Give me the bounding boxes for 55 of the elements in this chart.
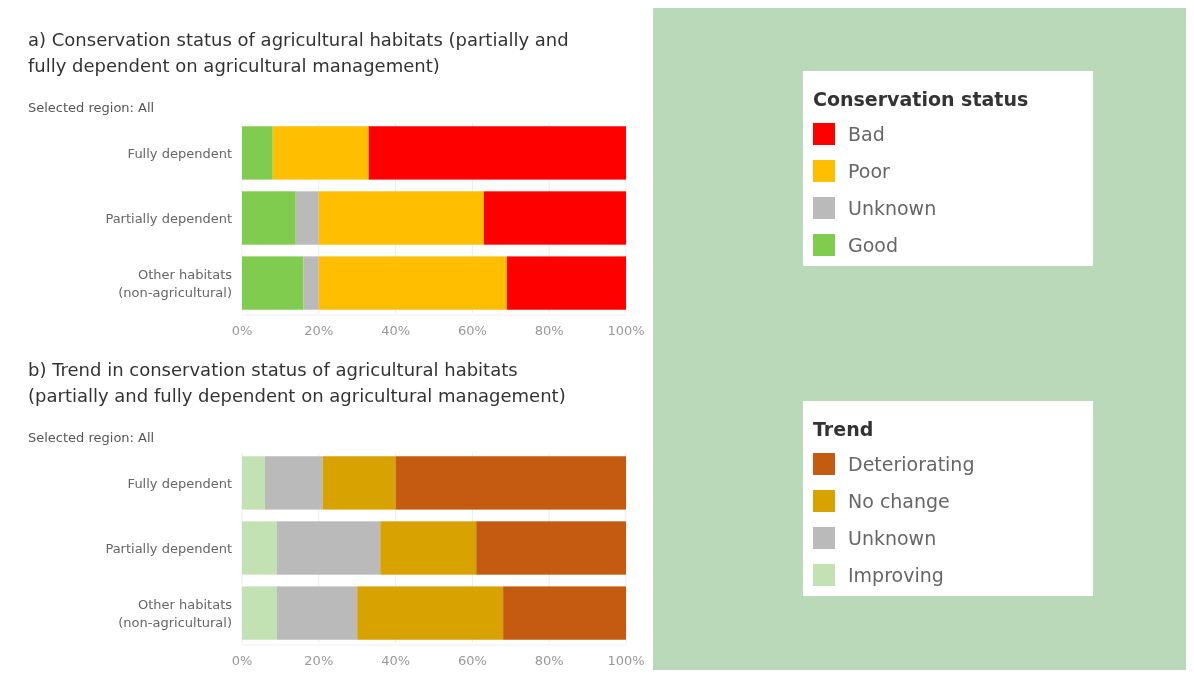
bar [242, 586, 277, 640]
x-tick-label: 0% [231, 323, 253, 338]
bar [395, 456, 626, 510]
legend-label: Bad [848, 123, 885, 145]
y-tick-label: Other habitats (non-agricultural) [118, 597, 233, 631]
legend-title: Trend [813, 418, 874, 440]
bar [276, 586, 358, 640]
y-tick-label: Partially dependent [105, 541, 232, 556]
bar [242, 521, 277, 575]
legend-label: Unknown [848, 197, 937, 219]
y-tick-label: Fully dependent [127, 475, 232, 491]
legend-label: Deteriorating [848, 453, 975, 475]
x-tick-label: 40% [381, 323, 411, 338]
y-tick-label: Other habitats (non-agricultural) [118, 267, 233, 301]
bar [242, 191, 296, 245]
x-tick-label: 60% [457, 323, 487, 338]
x-tick-label: 60% [457, 653, 487, 668]
x-tick-label: 100% [607, 323, 645, 338]
x-tick-label: 80% [534, 653, 564, 668]
bar [506, 256, 626, 310]
bar [380, 521, 477, 575]
bar [368, 126, 626, 180]
bar [503, 586, 626, 640]
bar [318, 256, 507, 310]
legend-label: Poor [848, 160, 891, 182]
x-tick-label: 100% [607, 653, 645, 668]
x-tick-label: 40% [381, 653, 411, 668]
legend-label: Good [848, 234, 899, 256]
bar [242, 456, 266, 510]
bar [265, 456, 323, 510]
bar [295, 191, 319, 245]
bar [476, 521, 626, 575]
bar [322, 456, 396, 510]
legend-title: Conservation status [813, 88, 1029, 110]
chart-title: b) Trend in conservation status of agricultural habitats (partially and fully dependent on agricultural management) [28, 359, 566, 406]
text: Selected region: All [28, 430, 155, 445]
x-tick-label: 20% [304, 653, 334, 668]
chart-title: a) Conservation status of agricultural habitats (partially and fully dependent on agricultural management) [28, 29, 569, 76]
text: Selected region: All [28, 100, 155, 115]
bar [318, 191, 484, 245]
x-tick-label: 0% [231, 653, 253, 668]
bar [242, 256, 304, 310]
bar [242, 126, 273, 180]
legend-label: Unknown [848, 527, 937, 549]
bar [272, 126, 369, 180]
legend-label: No change [848, 490, 950, 512]
x-tick-label: 20% [304, 323, 334, 338]
bar [483, 191, 626, 245]
bar [276, 521, 381, 575]
y-tick-label: Fully dependent [127, 145, 232, 161]
legend-label: Improving [848, 564, 944, 586]
bar [303, 256, 319, 310]
y-tick-label: Partially dependent [105, 211, 232, 226]
bar [357, 586, 504, 640]
x-tick-label: 80% [534, 323, 564, 338]
